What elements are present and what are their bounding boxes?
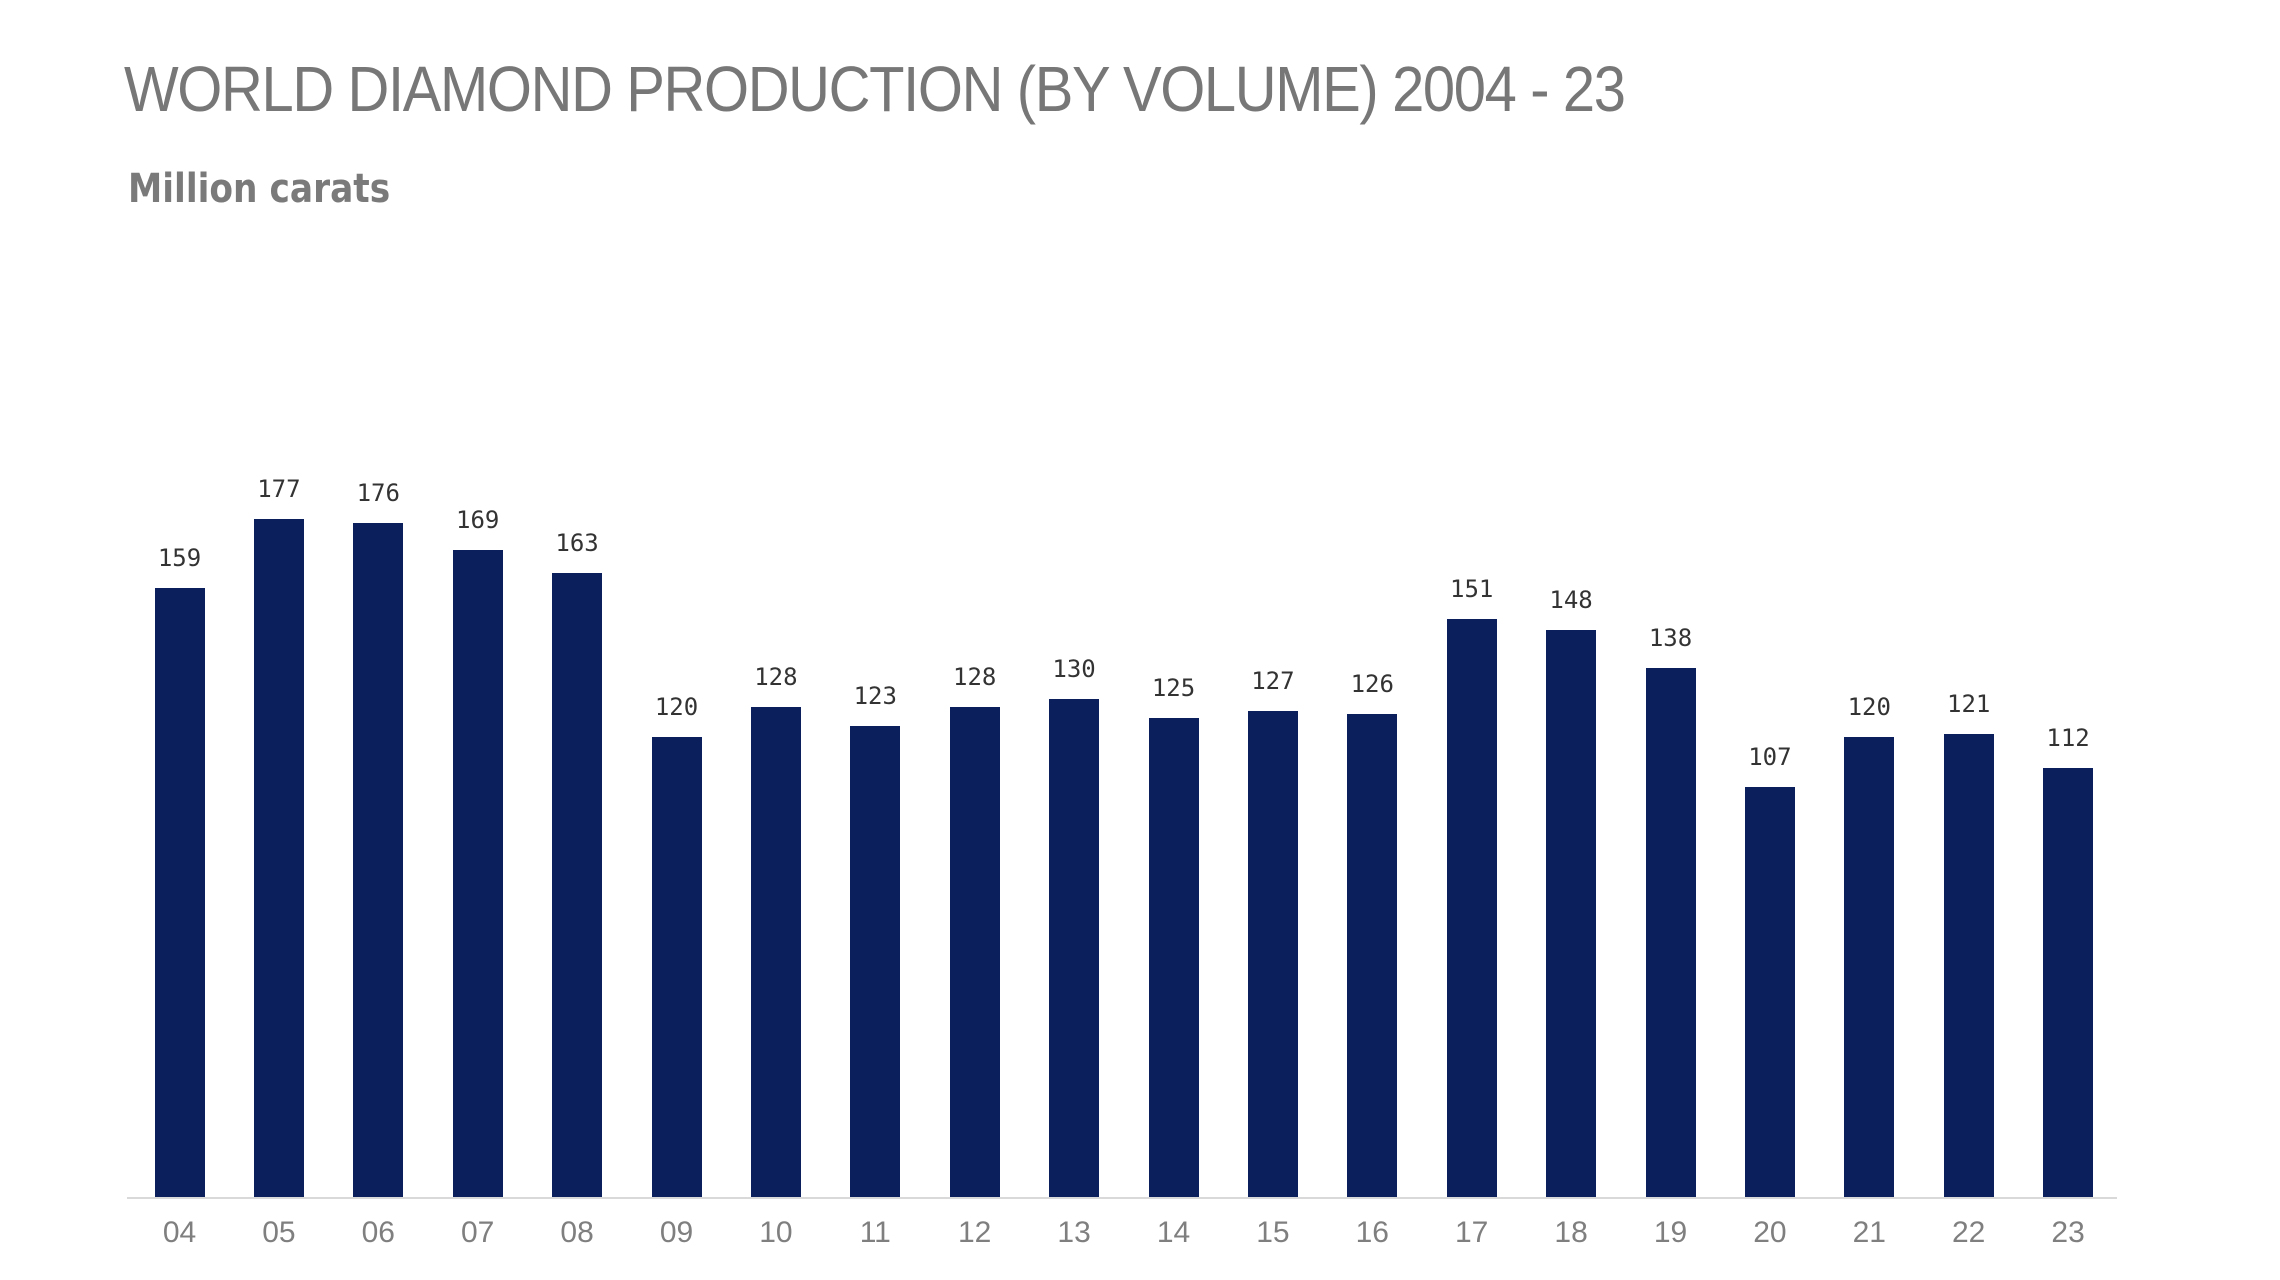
bar-14 [1148,718,1199,1197]
x-tick-label: 22 [1952,1216,1986,1249]
bar-20 [1744,787,1795,1197]
bar-12 [949,706,1000,1197]
bar-10 [750,706,801,1197]
x-axis-line [127,1197,2117,1199]
data-label: 126 [1350,670,1394,699]
bar-13 [1049,699,1100,1197]
data-label: 107 [1748,743,1792,772]
data-label: 163 [555,528,599,557]
data-label: 169 [456,505,500,534]
x-tick-label: 20 [1753,1216,1787,1249]
bar-16 [1347,714,1398,1197]
bar-11 [850,725,901,1197]
bar-22 [1943,733,1994,1197]
x-tick-label: 10 [759,1216,793,1249]
data-label: 120 [654,693,699,722]
x-tick-label: 07 [461,1216,495,1249]
data-label: 130 [1052,655,1096,684]
data-label: 177 [257,475,301,504]
data-label: 128 [953,662,997,691]
bar-18 [1546,630,1597,1197]
x-tick-label: 13 [1057,1216,1091,1249]
bar-15 [1247,710,1298,1197]
x-tick-label: 05 [262,1216,296,1249]
x-tick-label: 17 [1455,1216,1489,1249]
data-label: 127 [1251,666,1295,695]
x-tick-label: 15 [1256,1216,1290,1249]
data-label: 112 [2046,724,2090,753]
bar-19 [1645,668,1696,1197]
bar-17 [1446,618,1497,1197]
bar-23 [2043,768,2094,1197]
x-tick-label: 08 [560,1216,594,1249]
chart-subtitle: Million carats [128,166,391,212]
data-label: 151 [1450,574,1494,603]
x-tick-label: 09 [659,1216,694,1249]
x-tick-label: 19 [1653,1216,1688,1249]
data-label: 125 [1151,674,1196,703]
bar-21 [1844,737,1895,1197]
data-label: 121 [1947,689,1991,718]
data-label: 138 [1648,624,1693,653]
x-tick-label: 21 [1852,1216,1886,1249]
data-label: 176 [356,478,400,507]
x-tick-label: 14 [1156,1216,1191,1249]
bar-05 [253,519,304,1197]
chart-title: WORLD DIAMOND PRODUCTION (BY VOLUME) 200… [124,53,1626,125]
bar-09 [651,737,702,1197]
bar-04 [154,588,205,1197]
data-label: 128 [754,662,798,691]
x-tick-label: 04 [162,1216,197,1249]
x-tick-label: 16 [1355,1216,1389,1249]
bar-06 [353,522,404,1197]
bar-07 [452,549,503,1197]
data-label: 123 [853,681,897,710]
data-label: 148 [1549,586,1593,615]
x-tick-label: 18 [1554,1216,1588,1249]
x-tick-label: 11 [859,1216,891,1249]
x-tick-label: 06 [361,1216,395,1249]
x-tick-label: 12 [958,1216,992,1249]
x-tick-label: 23 [2051,1216,2085,1249]
data-label: 120 [1847,693,1891,722]
data-label: 159 [157,544,202,573]
bar-08 [552,572,603,1197]
